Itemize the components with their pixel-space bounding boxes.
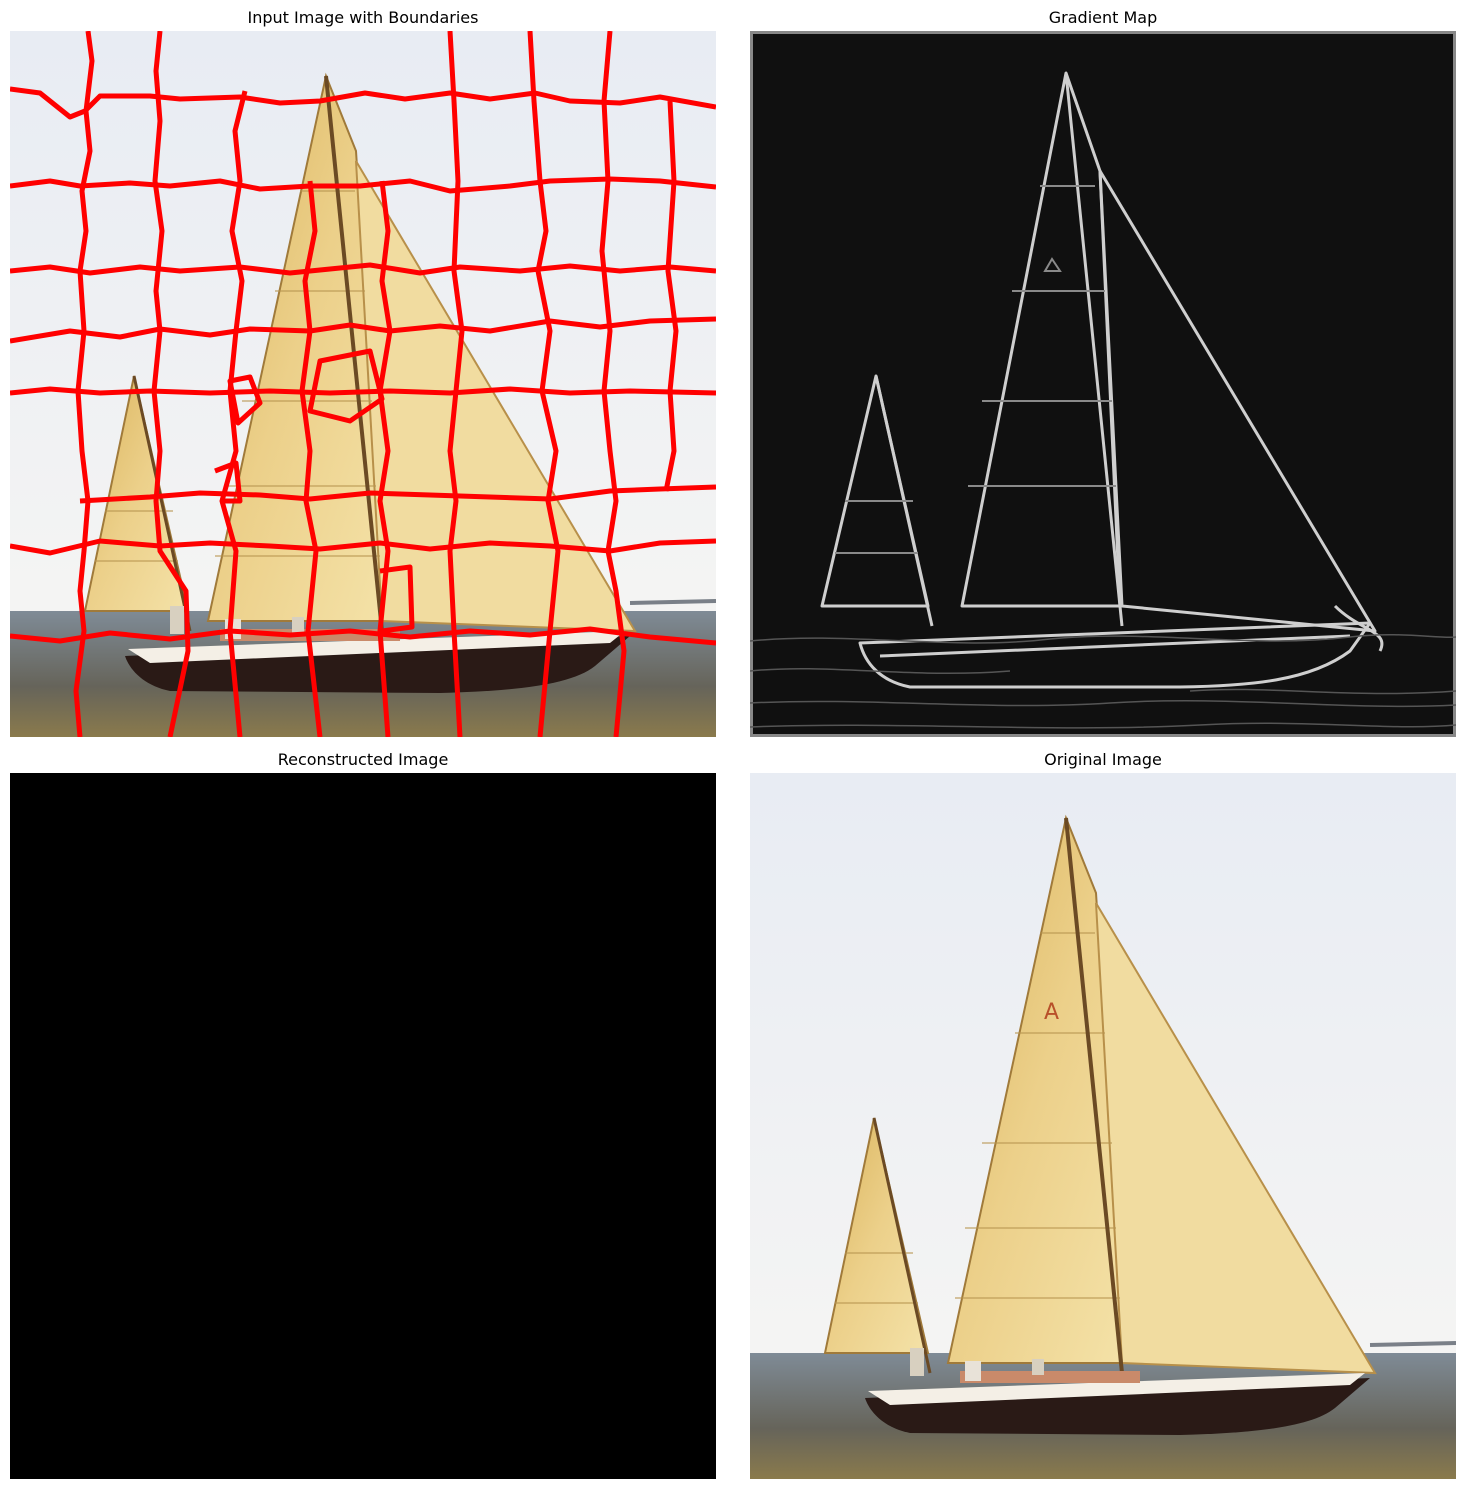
panel-title-original: Original Image bbox=[1044, 750, 1162, 769]
svg-text:A: A bbox=[1044, 1000, 1059, 1025]
panel-title-input: Input Image with Boundaries bbox=[247, 8, 479, 27]
input-image-with-boundaries bbox=[10, 31, 716, 737]
superpixel-boundaries bbox=[10, 31, 716, 737]
panel-title-gradient: Gradient Map bbox=[1048, 8, 1158, 27]
reconstructed-image bbox=[10, 773, 716, 1479]
gradient-map bbox=[750, 31, 1456, 737]
original-image: A bbox=[750, 773, 1456, 1479]
panel-title-reconstructed: Reconstructed Image bbox=[277, 750, 449, 769]
